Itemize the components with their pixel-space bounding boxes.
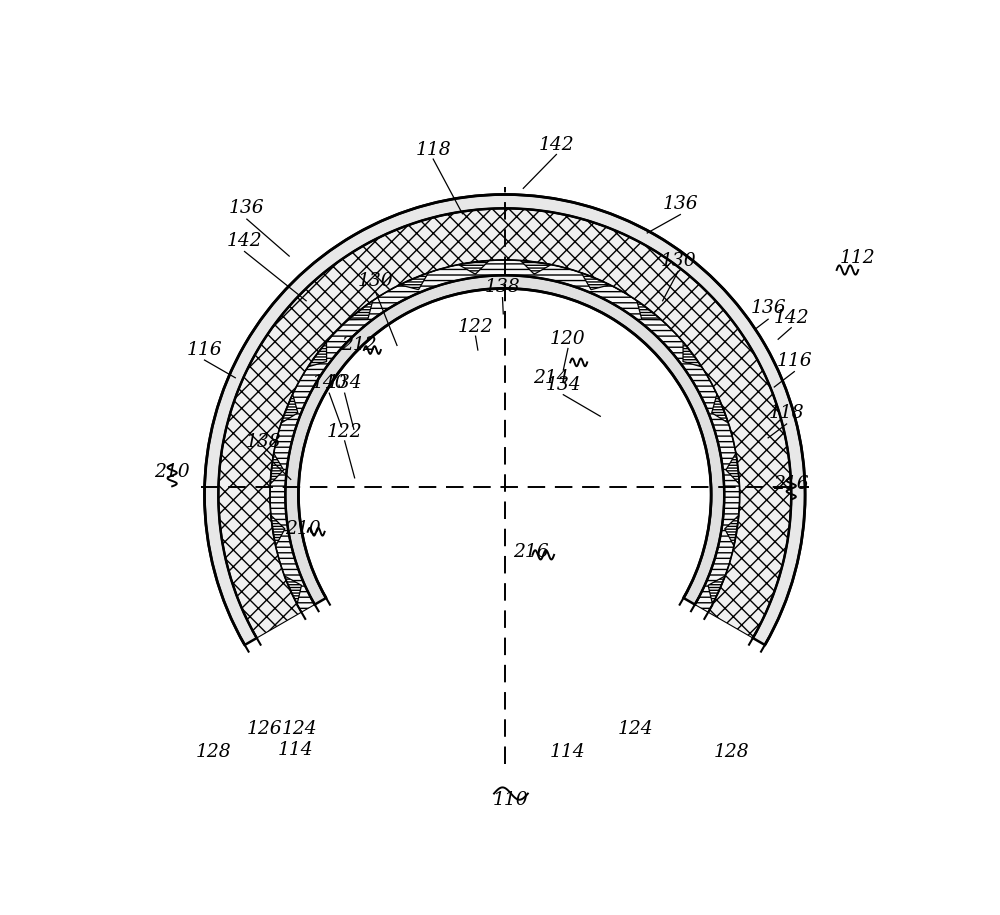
Text: 122: 122 bbox=[458, 318, 493, 336]
Text: 118: 118 bbox=[415, 141, 451, 159]
Polygon shape bbox=[218, 209, 791, 638]
Polygon shape bbox=[271, 515, 285, 546]
Text: 130: 130 bbox=[660, 252, 696, 270]
Polygon shape bbox=[281, 394, 298, 423]
Text: 216: 216 bbox=[773, 475, 809, 493]
Polygon shape bbox=[458, 261, 489, 274]
Text: 134: 134 bbox=[546, 376, 581, 394]
Text: 212: 212 bbox=[341, 336, 376, 354]
Polygon shape bbox=[708, 576, 725, 604]
Polygon shape bbox=[285, 275, 724, 605]
Text: 118: 118 bbox=[769, 404, 804, 422]
Polygon shape bbox=[520, 261, 551, 274]
Text: 210: 210 bbox=[285, 520, 321, 538]
Text: 116: 116 bbox=[777, 352, 812, 370]
Text: 120: 120 bbox=[550, 330, 586, 349]
Polygon shape bbox=[299, 289, 710, 597]
Text: 214: 214 bbox=[533, 369, 569, 387]
Text: 114: 114 bbox=[278, 741, 313, 759]
Text: 126: 126 bbox=[247, 720, 282, 737]
Text: 136: 136 bbox=[229, 199, 265, 218]
Polygon shape bbox=[270, 453, 284, 484]
Text: 136: 136 bbox=[663, 195, 698, 213]
Text: 142: 142 bbox=[227, 231, 262, 250]
Text: 110: 110 bbox=[493, 791, 529, 809]
Polygon shape bbox=[683, 342, 702, 367]
Text: 216: 216 bbox=[513, 543, 549, 561]
Text: 116: 116 bbox=[187, 341, 222, 359]
Text: 138: 138 bbox=[485, 278, 520, 296]
Text: 124: 124 bbox=[618, 720, 654, 737]
Text: 128: 128 bbox=[713, 743, 749, 761]
Text: 124: 124 bbox=[282, 720, 318, 737]
Polygon shape bbox=[284, 576, 302, 604]
Text: 114: 114 bbox=[550, 743, 586, 761]
Text: 128: 128 bbox=[196, 743, 232, 761]
Polygon shape bbox=[725, 515, 739, 546]
Text: 122: 122 bbox=[327, 423, 362, 441]
Polygon shape bbox=[637, 300, 661, 319]
Text: 142: 142 bbox=[539, 136, 574, 155]
Text: 136: 136 bbox=[750, 299, 786, 318]
Polygon shape bbox=[348, 300, 373, 319]
Polygon shape bbox=[308, 342, 327, 367]
Text: 210: 210 bbox=[154, 463, 190, 480]
Polygon shape bbox=[581, 273, 610, 290]
Text: 138: 138 bbox=[246, 434, 282, 451]
Text: 130: 130 bbox=[358, 272, 393, 290]
Polygon shape bbox=[205, 195, 805, 645]
Polygon shape bbox=[726, 453, 739, 484]
Polygon shape bbox=[400, 273, 428, 290]
Text: 112: 112 bbox=[840, 249, 875, 266]
Polygon shape bbox=[270, 260, 740, 612]
Text: 140: 140 bbox=[311, 374, 347, 393]
Text: 134: 134 bbox=[327, 374, 362, 393]
Polygon shape bbox=[712, 394, 728, 423]
Text: 142: 142 bbox=[773, 308, 809, 327]
